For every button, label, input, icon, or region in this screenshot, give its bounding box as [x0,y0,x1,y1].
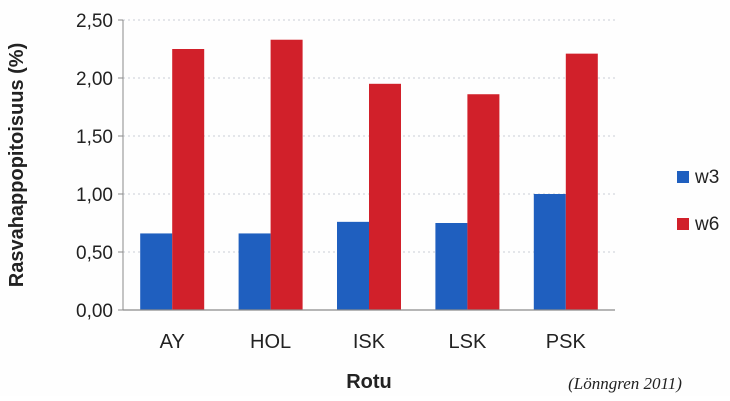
legend-swatch-w3 [677,171,689,183]
x-tick-labels: AY HOL ISK LSK PSK [160,331,587,353]
x-tick-label: ISK [353,331,386,353]
y-tick-label: 1,50 [76,127,113,148]
y-tick-label: 2,00 [76,69,113,90]
bar-w6-psk [565,53,598,310]
bar-w6-isk [369,83,401,310]
bar-w3-ay [140,233,173,310]
x-tick-label: AY [160,331,185,353]
bar-w3-lsk [435,223,468,310]
y-tick-label: 1,00 [76,185,113,206]
y-tick-labels: 0,00 0,50 1,00 1,50 2,00 2,50 [76,11,113,322]
bar-w3-isk [337,221,369,310]
x-axis-label: Rotu [346,371,392,393]
y-tick-label: 0,50 [76,243,113,264]
bar-w3-hol [238,233,271,310]
bar-w6-lsk [467,94,500,311]
y-tick-label: 0,00 [76,301,113,322]
axes [122,20,615,311]
x-tick-label: LSK [448,331,486,353]
y-tick-label: 2,50 [76,11,113,32]
legend-label-w6: w6 [694,214,719,235]
legend: w3 w6 [677,167,719,235]
legend-swatch-w6 [677,218,689,230]
source-note: (Lönngren 2011) [568,374,682,393]
bar-w6-ay [172,49,205,310]
x-tick-label: PSK [546,331,587,353]
bars [140,39,598,311]
bar-w3-psk [533,194,566,310]
x-tick-label: HOL [250,331,291,353]
bar-w6-hol [270,39,303,310]
legend-label-w3: w3 [694,167,719,188]
y-axis-label: Rasvahappopitoisuus (%) [6,43,28,287]
